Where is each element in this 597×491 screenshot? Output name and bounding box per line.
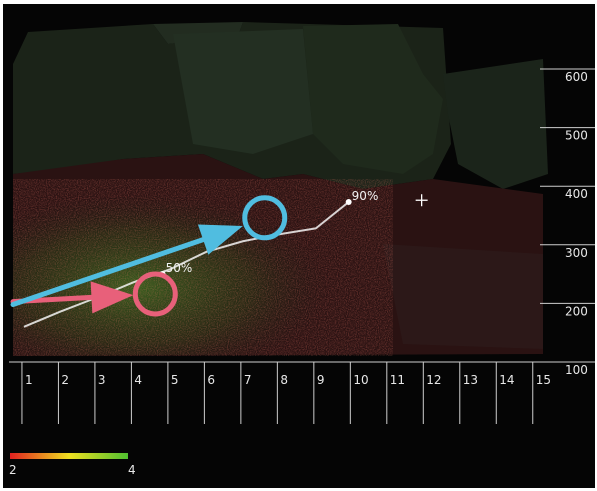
highlight-arrows <box>10 224 243 314</box>
crosshair-marker <box>415 194 428 207</box>
x-tick-label-14: 14 <box>499 373 514 387</box>
x-tick-label-10: 10 <box>353 373 368 387</box>
x-axis: 1 2 3 4 5 6 7 8 9 10 11 12 13 14 15 <box>9 361 551 424</box>
arrow-head-0 <box>90 281 134 314</box>
annotation-label-50pct: 50% <box>166 261 193 275</box>
annotation-label-90pct: 90% <box>352 189 379 203</box>
chart-panel: 1 2 3 4 5 6 7 8 9 10 11 12 13 14 15 100 200 300 400 500 600… <box>3 4 595 488</box>
x-tick-label-6: 6 <box>207 373 215 387</box>
highlight-circle-1 <box>242 195 288 241</box>
arrow-head-1 <box>197 224 243 255</box>
x-tick-label-15: 15 <box>536 373 551 387</box>
x-tick-label-2: 2 <box>61 373 69 387</box>
colorbar-min-label: 2 <box>9 463 17 477</box>
y-tick-label-500: 500 <box>565 129 588 143</box>
x-tick-label-7: 7 <box>244 373 252 387</box>
map-backdrop <box>13 22 548 356</box>
y-axis: 100 200 300 400 500 600 <box>540 68 595 377</box>
y-tick-label-600: 600 <box>565 70 588 84</box>
x-tick-label-3: 3 <box>98 373 106 387</box>
y-tick-label-200: 200 <box>565 304 588 318</box>
x-tick-label-11: 11 <box>390 373 405 387</box>
x-tick-label-4: 4 <box>134 373 142 387</box>
x-tick-label-8: 8 <box>280 373 288 387</box>
x-tick-label-1: 1 <box>25 373 33 387</box>
x-tick-label-13: 13 <box>463 373 478 387</box>
y-tick-label-400: 400 <box>565 187 588 201</box>
colorbar <box>10 453 128 459</box>
highlight-circles <box>132 195 288 317</box>
x-tick-label-12: 12 <box>426 373 441 387</box>
chart-svg: 1 2 3 4 5 6 7 8 9 10 11 12 13 14 15 100200300400500600… <box>9 22 595 477</box>
percentile-line <box>23 201 350 328</box>
highlight-circle-0 <box>132 271 178 317</box>
y-tick-label-300: 300 <box>565 246 588 260</box>
x-tick-label-5: 5 <box>171 373 179 387</box>
x-tick-label-9: 9 <box>317 373 325 387</box>
annotation-dot-90pct <box>345 198 352 205</box>
y-tick-label-100: 100 <box>565 363 588 377</box>
colorbar-max-label: 4 <box>128 463 136 477</box>
arrow-shaft-1 <box>10 237 206 308</box>
